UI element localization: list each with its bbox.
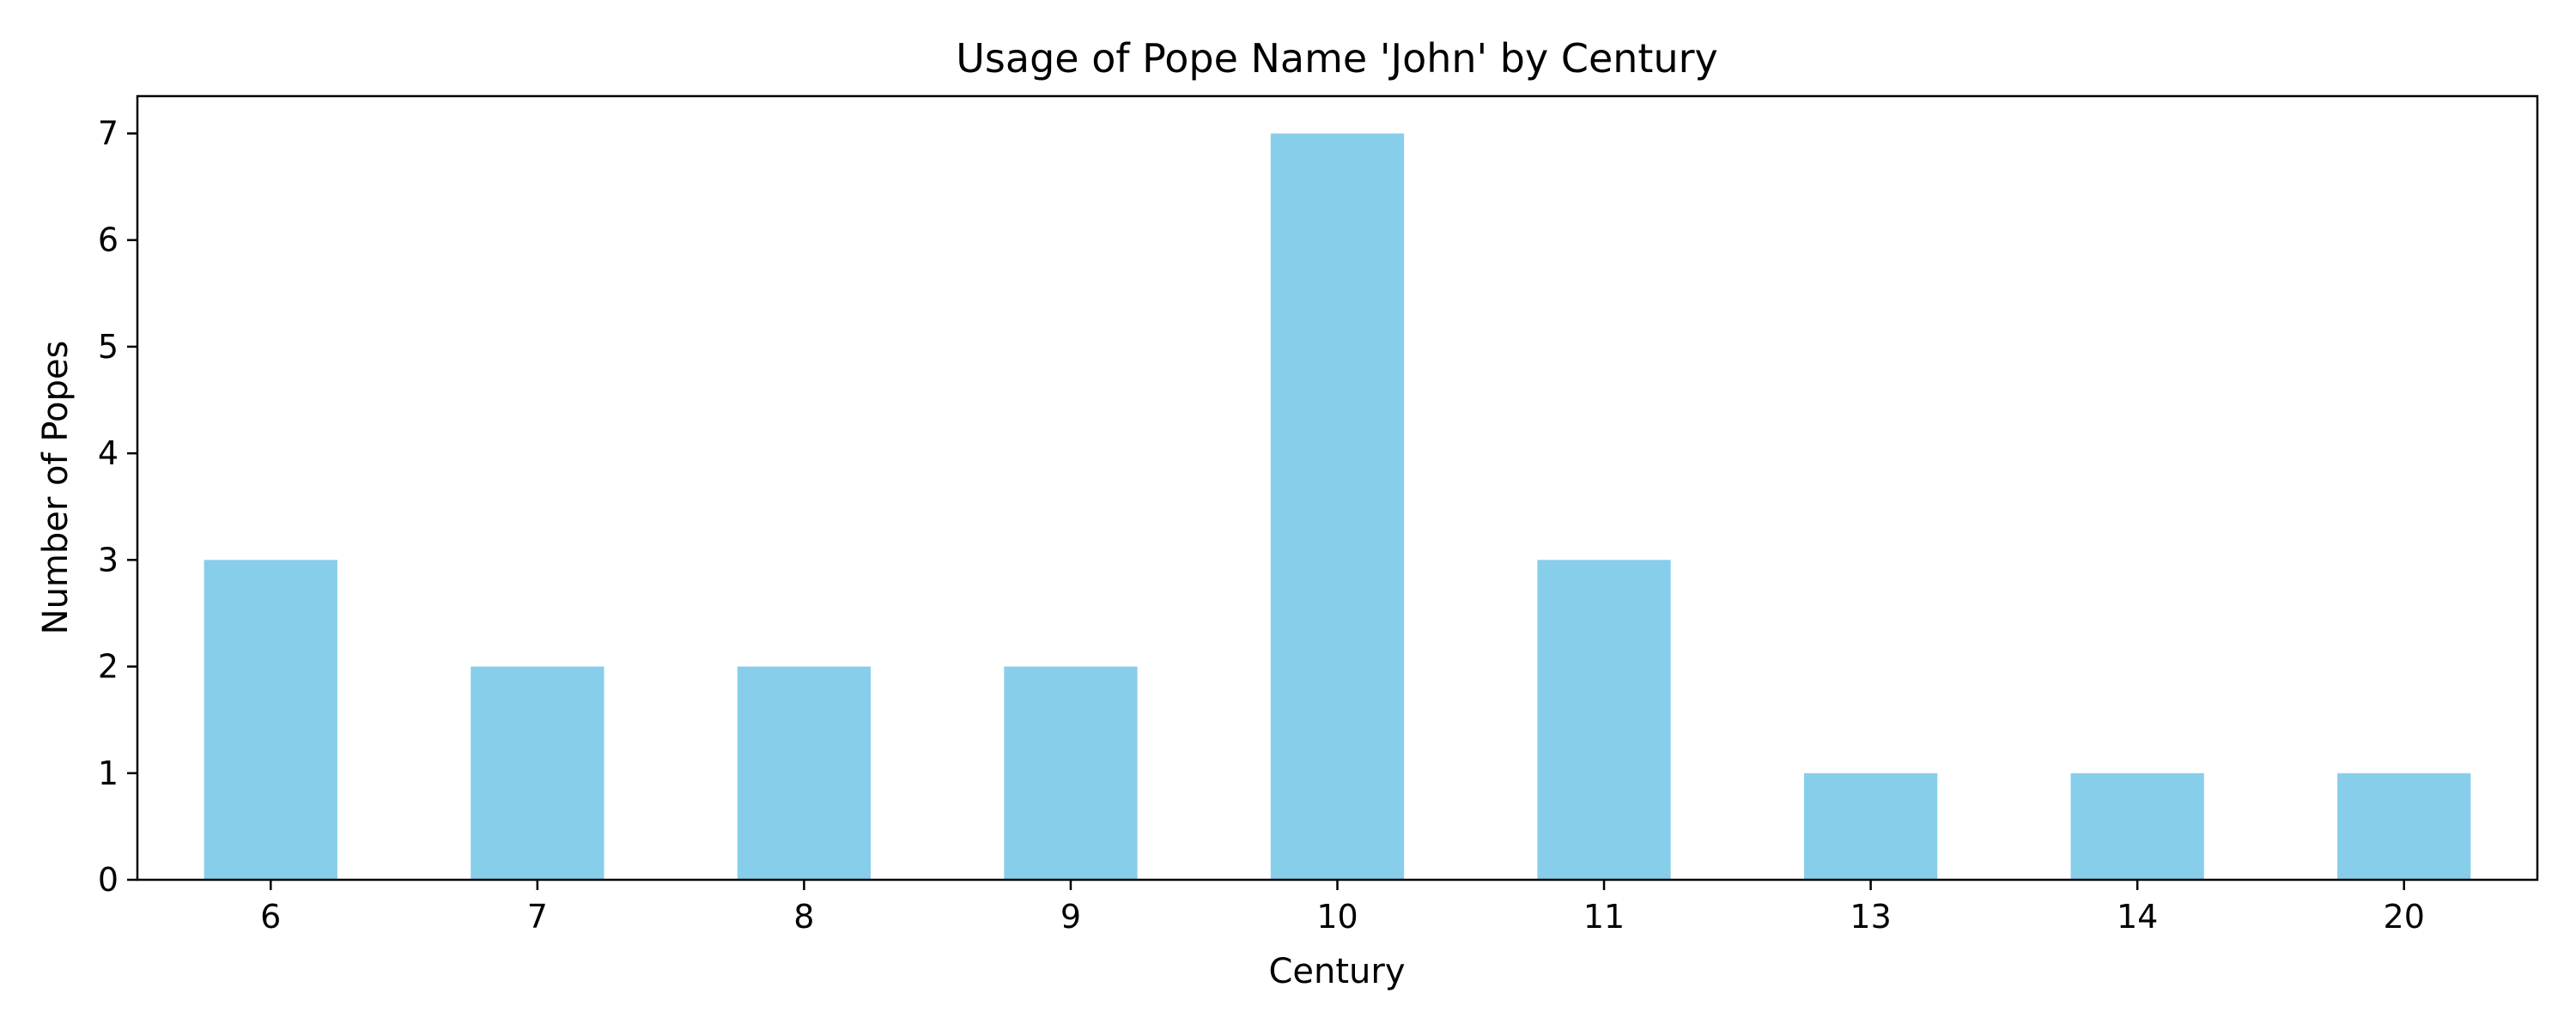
plot-frame [136,94,2539,882]
x-tick-label: 20 [2384,898,2425,936]
y-tick-label: 2 [98,648,118,686]
x-tick-label: 6 [260,898,281,936]
y-axis-ticks: 0 1 2 3 4 5 6 7 [98,114,137,899]
y-axis-label: Number of Popes [36,341,76,635]
y-tick-label: 5 [98,328,118,366]
bar-century-10 [1270,133,1405,880]
bar-century-7 [471,666,605,880]
y-tick-label: 3 [98,541,118,579]
bar-century-6 [204,560,337,880]
x-tick-label: 10 [1316,898,1358,936]
x-tick-label: 14 [2117,898,2158,936]
bar-century-9 [1004,666,1138,880]
bar-century-14 [2070,772,2204,880]
x-tick-label: 9 [1060,898,1081,936]
x-tick-label: 7 [527,898,548,936]
bar-century-20 [2337,772,2471,880]
x-axis-label: Century [1268,952,1405,991]
x-tick-label: 11 [1583,898,1625,936]
x-tick-label: 13 [1850,898,1891,936]
x-axis-ticks: 6 7 8 9 10 11 13 14 20 [260,880,2425,936]
y-tick-label: 7 [98,114,118,152]
bars [204,133,2471,880]
y-tick-label: 1 [98,754,118,792]
y-tick-label: 0 [98,861,118,899]
bar-century-13 [1803,772,1938,880]
x-tick-label: 8 [793,898,814,936]
chart-title: Usage of Pope Name 'John' by Century [956,35,1717,82]
bar-century-11 [1537,560,1671,880]
y-tick-label: 4 [98,434,118,472]
y-tick-label: 6 [98,221,118,259]
bar-century-8 [737,666,872,880]
